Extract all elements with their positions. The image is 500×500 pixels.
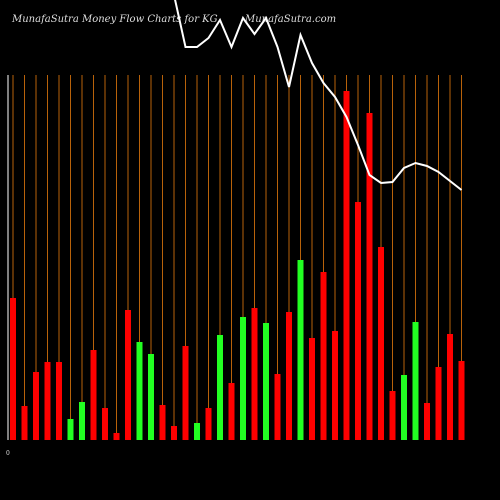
bar xyxy=(102,408,108,440)
watermark: MunafaSutra.com xyxy=(244,14,336,25)
bar xyxy=(320,272,327,440)
bar xyxy=(263,323,269,440)
bar xyxy=(343,91,350,440)
flow-line xyxy=(174,0,463,191)
bar xyxy=(412,322,419,440)
bar xyxy=(251,308,258,440)
bar xyxy=(194,423,200,440)
bar xyxy=(10,298,16,440)
bar xyxy=(136,342,143,440)
bar xyxy=(182,346,189,440)
bar xyxy=(125,310,131,440)
bar xyxy=(217,335,223,440)
bar xyxy=(67,419,74,440)
bar xyxy=(286,312,292,440)
bar xyxy=(148,354,154,440)
bar xyxy=(228,383,235,440)
bar xyxy=(424,403,430,440)
bar xyxy=(378,247,384,440)
bar xyxy=(389,391,396,440)
bar xyxy=(159,405,166,440)
bar xyxy=(366,113,373,440)
bar xyxy=(33,372,39,440)
bar xyxy=(171,426,177,440)
bar xyxy=(355,202,361,440)
bar xyxy=(240,317,246,440)
bar xyxy=(113,433,120,440)
chart-title: MunafaSutra Money Flow Charts for KG xyxy=(11,14,218,25)
bar xyxy=(401,375,407,440)
bar xyxy=(458,361,465,440)
bar xyxy=(79,402,85,440)
bar xyxy=(90,350,97,440)
bar xyxy=(297,260,304,440)
bar xyxy=(205,408,212,440)
bar xyxy=(435,367,442,440)
bar xyxy=(309,338,315,440)
bar xyxy=(332,331,338,440)
bar xyxy=(447,334,453,440)
bar xyxy=(44,362,51,440)
bar xyxy=(274,374,281,440)
bar xyxy=(21,406,28,440)
baseline-label: 0 xyxy=(6,450,10,457)
bar xyxy=(56,362,62,440)
